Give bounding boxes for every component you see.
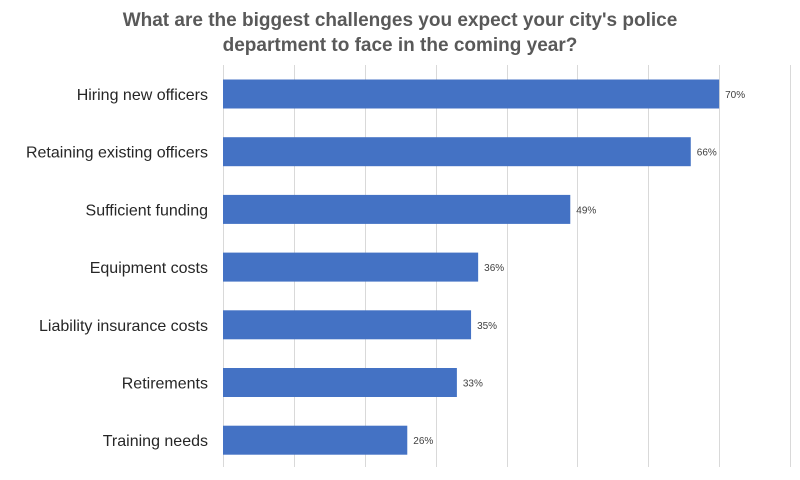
bar bbox=[223, 425, 408, 455]
data-label: 66% bbox=[697, 148, 717, 159]
data-label: 26% bbox=[413, 436, 433, 447]
category-label: Hiring new officers bbox=[77, 87, 208, 104]
category-label: Liability insurance costs bbox=[39, 318, 208, 335]
chart-title-line-1: What are the biggest challenges you expe… bbox=[122, 10, 678, 31]
category-label: Retirements bbox=[122, 376, 208, 393]
chart-title-line-2: department to face in the coming year? bbox=[222, 35, 578, 56]
labels: Hiring new officers 70% Retaining existing… bbox=[26, 87, 745, 450]
data-label: 70% bbox=[725, 90, 745, 101]
category-label: Equipment costs bbox=[90, 260, 208, 277]
bar bbox=[223, 79, 720, 109]
data-label: 33% bbox=[463, 379, 483, 390]
category-label: Sufficient funding bbox=[86, 202, 208, 219]
chart-title: What are the biggest challenges you expe… bbox=[0, 8, 800, 58]
gridlines bbox=[223, 65, 791, 467]
bar bbox=[223, 194, 571, 224]
bar bbox=[223, 252, 479, 282]
category-label: Retaining existing officers bbox=[26, 145, 208, 162]
category-label: Training needs bbox=[103, 433, 208, 450]
bars bbox=[223, 79, 720, 455]
data-label: 49% bbox=[576, 205, 596, 216]
data-label: 36% bbox=[484, 263, 504, 274]
bar bbox=[223, 310, 472, 340]
bar bbox=[223, 137, 691, 167]
data-label: 35% bbox=[477, 321, 497, 332]
bar bbox=[223, 368, 457, 397]
